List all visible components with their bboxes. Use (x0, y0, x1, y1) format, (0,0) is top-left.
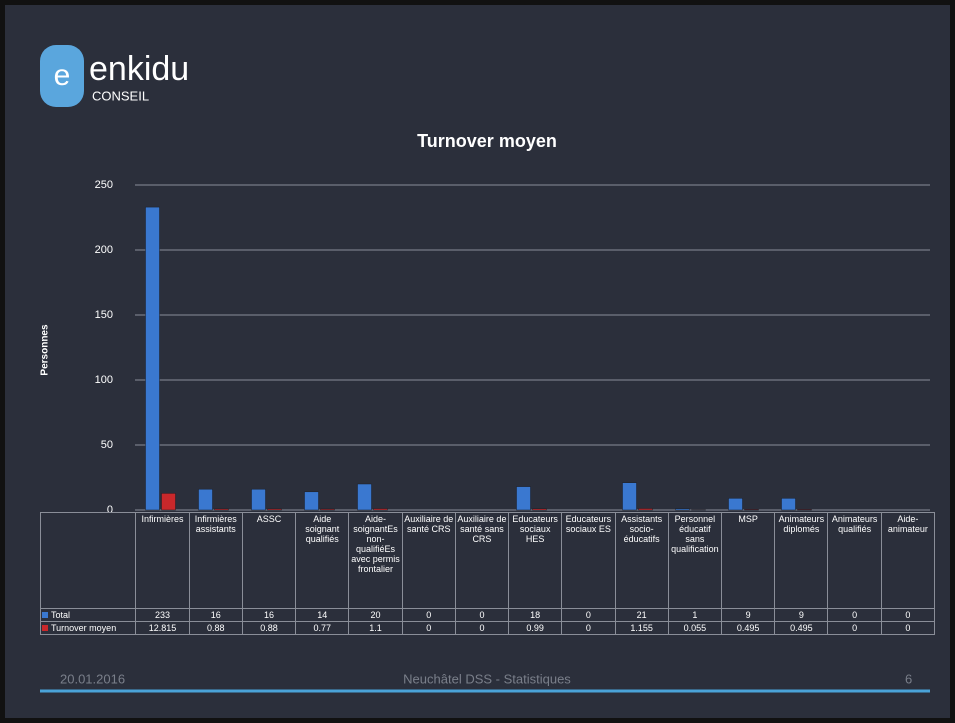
value-cell: 0 (454, 608, 510, 622)
bar (145, 206, 160, 511)
value-cell: 0 (401, 621, 456, 635)
value-cell: 0 (880, 608, 936, 622)
legend-entry: Total (39, 608, 137, 622)
data-table: Infirmières Infirmières assistants ASSC Aid… (39, 512, 936, 635)
series-row: Turnover moyen 12.815 0.88 0.88 0.77 1.1 0 0 0.9… (39, 621, 936, 635)
value-cell: 0 (827, 621, 882, 635)
chart-title: Turnover moyen (417, 131, 557, 151)
bar (357, 483, 372, 511)
bar (532, 508, 547, 511)
value-cell: 1.1 (348, 621, 403, 635)
value-cell: 21 (614, 608, 669, 622)
bar (214, 508, 229, 511)
logo-name: enkidu (89, 50, 189, 88)
category-label: Aide soignant qualifiés (295, 512, 350, 609)
footer-center: Neuchâtel DSS - Statistiques (403, 671, 571, 686)
legend-label: Turnover moyen (51, 623, 117, 633)
value-cell: 0 (401, 608, 456, 622)
category-label: Infirmières assistants (188, 512, 243, 609)
value-cell: 0.88 (241, 621, 297, 635)
category-label: Auxiliaire de santé CRS (401, 512, 456, 609)
footer-page: 6 (905, 671, 912, 686)
category-label: Animateurs qualifiés (827, 512, 882, 609)
bar (797, 509, 812, 511)
value-cell: 233 (135, 608, 190, 622)
bar (267, 508, 282, 511)
bar (304, 491, 319, 511)
value-cell: 0.055 (667, 621, 723, 635)
value-cell: 0.99 (508, 621, 563, 635)
bar (638, 508, 653, 511)
footer-date: 20.01.2016 (60, 671, 125, 686)
legend-entry: Turnover moyen (39, 621, 137, 635)
bar (781, 498, 796, 511)
y-axis-label: Personnes (40, 324, 51, 376)
bar (744, 509, 759, 511)
category-label: Educateurs sociaux ES (561, 512, 616, 609)
value-cell: 1 (667, 608, 723, 622)
bar (516, 486, 531, 511)
category-label: Assistants socio-éducatifs (614, 512, 669, 609)
bar (251, 488, 266, 511)
chart: e enkidu CONSEIL Turnover moyen Personne… (40, 45, 930, 693)
value-cell: 20 (348, 608, 403, 622)
value-cell: 0 (827, 608, 882, 622)
legend-swatch (42, 612, 48, 618)
bar (320, 508, 335, 511)
corner-cell (39, 512, 137, 609)
bar (161, 493, 176, 511)
value-cell: 16 (188, 608, 243, 622)
value-cell: 9 (774, 608, 829, 622)
category-label: MSP (720, 512, 776, 609)
value-cell: 0.495 (774, 621, 829, 635)
legend-swatch (42, 625, 48, 631)
bar (622, 482, 637, 511)
value-cell: 9 (720, 608, 776, 622)
value-cell: 16 (241, 608, 297, 622)
category-label: Aide-animateur (880, 512, 936, 609)
y-tick-label: 50 (101, 439, 113, 451)
value-cell: 0 (561, 621, 616, 635)
category-label: Aide-soignantEs non-qualifiéEs avec perm… (348, 512, 403, 609)
category-label: Animateurs diplomés (774, 512, 829, 609)
y-tick-label: 250 (95, 179, 113, 191)
logo-glyph: e (54, 59, 71, 92)
legend-label: Total (51, 610, 71, 620)
logo-icon (40, 45, 84, 107)
series-row: Total 233 16 16 14 20 0 0 18 0 21 1 9 9 0 0 (39, 608, 936, 622)
bar (675, 508, 690, 511)
value-cell: 0.88 (188, 621, 243, 635)
value-cell: 0.495 (720, 621, 776, 635)
value-cell: 18 (508, 608, 563, 622)
value-cell: 0.77 (295, 621, 350, 635)
header-row: Infirmières Infirmières assistants ASSC Aid… (39, 512, 936, 609)
category-label: ASSC (241, 512, 297, 609)
y-tick-label: 0 (107, 504, 113, 516)
y-tick-label: 150 (95, 309, 113, 321)
category-label: Auxiliaire de santé sans CRS (454, 512, 510, 609)
logo-sub: CONSEIL (92, 88, 149, 103)
value-cell: 14 (295, 608, 350, 622)
value-cell: 0 (561, 608, 616, 622)
category-label: Personnel éducatif sans qualification (667, 512, 723, 609)
value-cell: 0 (454, 621, 510, 635)
value-cell: 12.815 (135, 621, 190, 635)
bar (373, 508, 388, 511)
category-label: Infirmières (135, 512, 190, 609)
y-tick-label: 100 (95, 374, 113, 386)
bar (728, 498, 743, 511)
value-cell: 0 (880, 621, 936, 635)
value-cell: 1.155 (614, 621, 669, 635)
bar (198, 488, 213, 511)
category-label: Educateurs sociaux HES (508, 512, 563, 609)
y-tick-label: 200 (95, 244, 113, 256)
